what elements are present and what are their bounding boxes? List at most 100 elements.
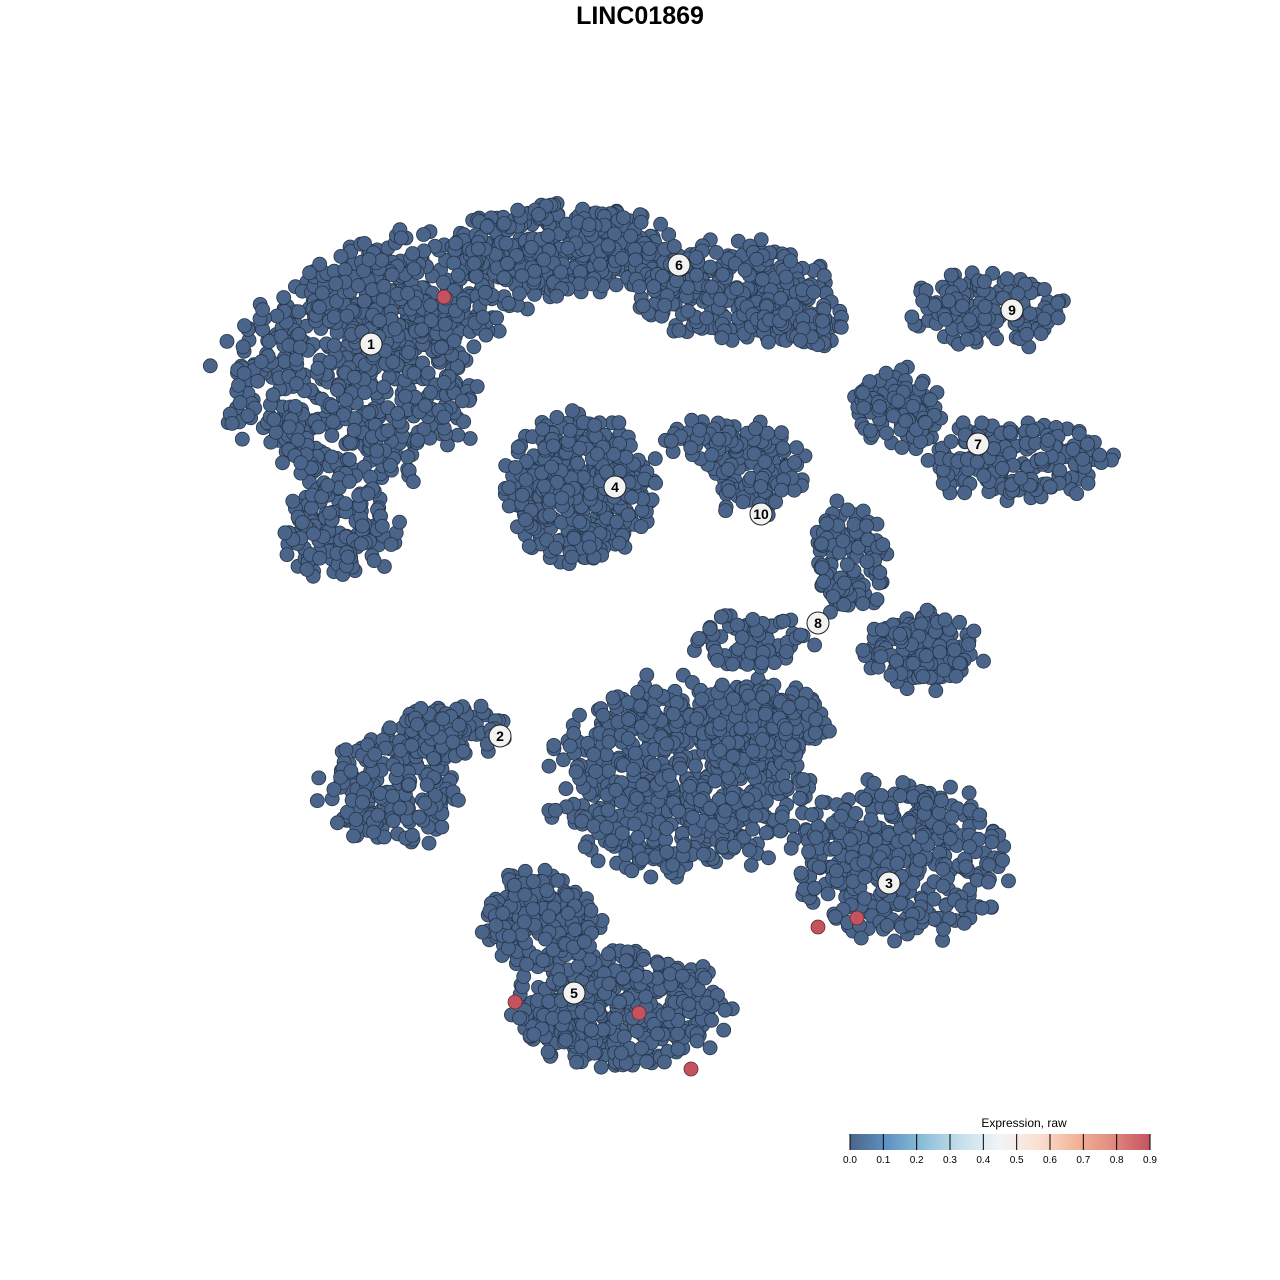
- cell-point-cluster-2: [794, 696, 810, 712]
- cell-point-cluster-6: [689, 267, 704, 283]
- cell-point-cluster-2: [659, 821, 674, 836]
- cell-point-cluster-1: [392, 514, 407, 530]
- cell-point-cluster-1: [353, 536, 369, 552]
- cell-point-cluster-8: [825, 589, 841, 604]
- cell-point-cluster-2: [733, 721, 749, 736]
- cell-point-cluster-6: [633, 214, 649, 230]
- cell-point-cluster-4: [611, 415, 627, 431]
- cell-point-cluster-2: [745, 763, 760, 779]
- cell-point-cluster-3: [902, 814, 917, 830]
- cell-point-cluster-1: [369, 443, 385, 459]
- cell-point-cluster-7: [890, 393, 906, 409]
- cell-point-cluster-1: [401, 345, 416, 361]
- cell-point-cluster-5: [634, 1040, 649, 1056]
- cell-point-cluster-1: [469, 379, 485, 394]
- cell-point-cluster-6: [657, 297, 673, 313]
- cell-point-cluster-2: [618, 847, 634, 863]
- cell-point-cluster-2: [624, 863, 640, 879]
- cell-point-cluster-8: [859, 518, 874, 534]
- cell-point-cluster-2: [385, 788, 401, 804]
- cell-point-cluster-2: [648, 684, 663, 700]
- cell-point-cluster-7: [1092, 447, 1107, 463]
- cell-point-cluster-2: [404, 737, 420, 753]
- cell-point-cluster-1: [339, 308, 355, 324]
- cell-point-cluster-4: [518, 472, 534, 488]
- cell-point-cluster-8: [814, 560, 830, 576]
- cell-point-cluster-1: [462, 431, 478, 446]
- cell-point-cluster-3: [814, 794, 830, 810]
- cell-point-cluster-2: [356, 771, 371, 787]
- cell-point-cluster-3: [874, 788, 889, 803]
- cell-point-cluster-2: [389, 762, 405, 778]
- cell-point-cluster-7: [1080, 475, 1096, 491]
- cell-point-cluster-6: [553, 264, 569, 280]
- cell-point-cluster-1: [291, 326, 307, 342]
- cell-point-cluster-1: [329, 382, 345, 398]
- cell-point-cluster-1: [434, 339, 449, 355]
- cell-point-cluster-8: [869, 592, 885, 607]
- cell-point-cluster-5: [526, 1027, 542, 1042]
- cell-point-cluster-6: [450, 267, 466, 283]
- cell-point-cluster-1: [356, 293, 372, 309]
- cell-point-cluster-1: [326, 337, 342, 353]
- cell-point-cluster-6: [616, 210, 631, 226]
- cell-point-cluster-4: [647, 451, 663, 467]
- cell-point-cluster-2: [425, 721, 440, 736]
- cell-point-cluster-5: [526, 874, 541, 889]
- cell-point-cluster-1: [265, 387, 281, 403]
- cell-point-cluster-6: [631, 279, 647, 295]
- cell-point-cluster-6: [540, 228, 556, 244]
- cell-point-cluster-1: [338, 496, 353, 512]
- cell-point-cluster-3: [898, 831, 914, 847]
- cell-point-cluster-4: [518, 512, 533, 528]
- cell-point-cluster-5: [699, 995, 715, 1011]
- cell-point-cluster-2: [556, 752, 571, 768]
- cell-point-cluster-3: [995, 852, 1010, 868]
- cell-point-cluster-1: [314, 285, 330, 301]
- cell-point-cluster-5: [587, 1045, 602, 1061]
- cell-point-cluster-2: [568, 764, 584, 780]
- cell-point-cluster-2: [630, 829, 646, 845]
- cell-point-cluster-1: [346, 369, 362, 385]
- cell-point-cluster-2: [541, 758, 557, 774]
- cell-point-cluster-1: [235, 339, 251, 355]
- cell-point-cluster-5: [474, 924, 490, 940]
- cell-point-cluster-6: [512, 286, 527, 302]
- cell-point-cluster-1: [202, 358, 218, 374]
- cell-point-cluster-2: [725, 691, 741, 707]
- cell-point-cluster-5: [516, 969, 532, 984]
- cell-point-cluster-6: [699, 310, 714, 326]
- cell-point-cluster-2: [343, 763, 359, 779]
- cell-point-cluster-5: [601, 976, 617, 992]
- cell-point-cluster-5: [514, 927, 530, 943]
- cell-point-cluster-1: [414, 322, 430, 338]
- cell-point-cluster-4: [515, 487, 530, 503]
- cell-point-cluster-2: [354, 794, 370, 810]
- cell-point-cluster-2: [682, 778, 698, 794]
- cell-point-cluster-1: [324, 398, 340, 414]
- cell-point-cluster-2: [546, 738, 562, 753]
- cell-point-cluster-7: [863, 423, 878, 439]
- cell-point-cluster-2: [326, 782, 342, 797]
- cell-point-cluster-2: [566, 726, 582, 741]
- cell-point-cluster-5: [541, 994, 557, 1009]
- cell-point-cluster-3: [895, 775, 911, 790]
- cell-point-cluster-7: [918, 415, 933, 431]
- cell-point-cluster-1: [446, 333, 462, 349]
- cell-point-cluster-5: [538, 931, 553, 947]
- cell-point-cluster-8: [837, 575, 852, 591]
- cell-point-cluster-2: [627, 745, 643, 761]
- cell-point-cluster-2: [714, 677, 730, 693]
- cell-point-cluster-1: [456, 414, 472, 430]
- cell-point-cluster-1: [400, 285, 416, 301]
- cell-point-cluster-2: [745, 708, 761, 724]
- cell-point-cluster-6: [510, 202, 526, 218]
- cell-point-cluster-3: [931, 805, 947, 821]
- cell-point-cluster-2: [404, 827, 420, 843]
- cell-point-cluster-2: [445, 734, 461, 750]
- cell-point-cluster-3: [820, 886, 836, 902]
- cell-point-cluster-2: [696, 846, 711, 862]
- cell-point-cluster-5: [495, 905, 511, 921]
- cell-point-cluster-6: [549, 288, 564, 304]
- cell-point-cluster-8: [872, 565, 888, 580]
